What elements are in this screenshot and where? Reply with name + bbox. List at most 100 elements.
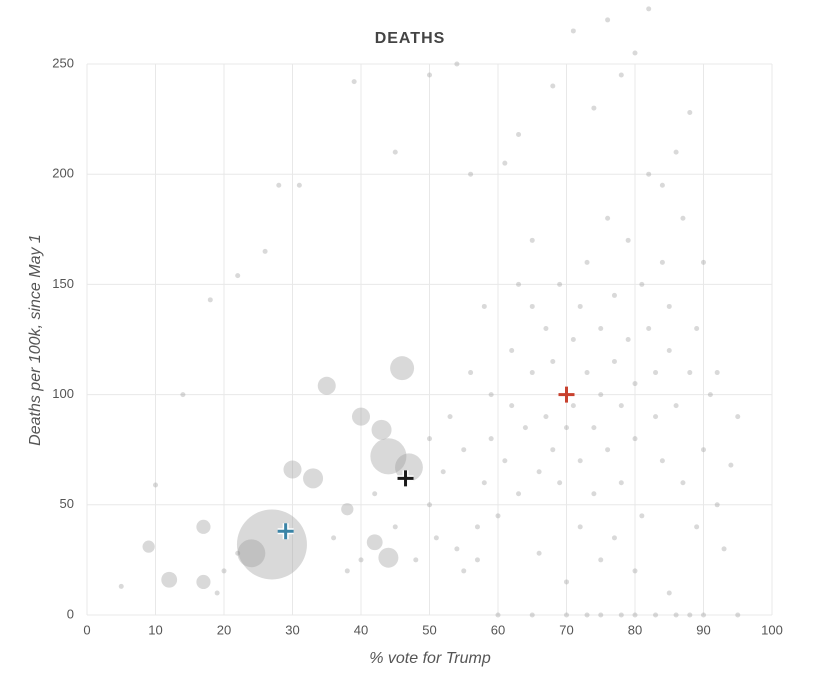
point [390,356,415,381]
x-tick-label: 30 [285,622,299,637]
point [714,370,720,376]
point [680,480,686,486]
point [598,557,604,563]
point [701,447,706,453]
point [611,535,617,541]
point [153,482,158,488]
point [550,447,556,453]
point [366,534,383,551]
point [570,28,576,34]
point [632,381,638,387]
point [468,171,474,177]
point [237,539,266,568]
point [516,132,522,138]
point [509,403,515,409]
point [550,83,556,89]
point [666,348,672,354]
point [659,182,665,188]
point [378,547,399,568]
marker [277,523,294,540]
point [577,524,583,530]
point [488,392,494,398]
point [701,612,706,618]
point [618,72,624,78]
point [196,574,211,590]
point [495,612,501,618]
point [427,72,432,78]
x-tick-label: 20 [217,622,231,637]
point [714,502,720,508]
point [392,149,398,155]
point [605,447,611,453]
x-tick-label: 40 [354,622,368,637]
point [728,462,734,468]
point [447,414,453,420]
y-tick-label: 0 [67,606,74,621]
point [341,503,354,516]
point [673,403,679,409]
point [591,491,597,497]
y-tick-label: 150 [52,276,74,291]
point [509,348,515,354]
point [598,612,604,618]
point [317,376,336,395]
point [221,568,227,574]
point [577,303,583,309]
x-tick-label: 90 [696,622,710,637]
point [296,182,302,188]
point [344,568,350,574]
point [522,425,528,431]
x-tick-label: 50 [422,622,436,637]
points [118,6,741,618]
point [570,403,576,409]
point [502,458,508,464]
point [262,248,268,254]
y-tick-label: 250 [52,55,74,70]
point [694,524,700,530]
point [468,370,474,376]
point [577,458,583,464]
point [687,109,693,115]
point [180,392,186,398]
point [701,259,706,265]
point [536,469,542,475]
point [564,579,569,585]
point [673,612,679,618]
point [694,325,700,331]
point [283,460,302,479]
point [591,105,597,111]
point [395,453,423,482]
point [331,535,337,541]
point [543,325,549,331]
point [598,325,604,331]
point [687,612,693,618]
point [584,612,590,618]
point [707,392,713,398]
point [639,281,645,287]
point [625,337,631,342]
point [625,237,631,243]
point [653,370,659,376]
point [557,281,563,287]
point [351,407,371,426]
point [303,468,324,489]
point [564,612,569,618]
marker [397,470,414,487]
point [427,436,432,442]
point [427,502,432,508]
point [632,568,638,574]
point [236,509,307,580]
point [235,273,241,279]
point [598,392,604,398]
point [214,590,220,596]
point [372,491,378,497]
point [618,480,624,486]
x-tick-label: 70 [559,622,573,637]
point [646,171,652,177]
point [721,546,727,552]
point [646,6,652,12]
point [632,50,638,56]
grid [86,63,773,616]
point [639,513,645,519]
